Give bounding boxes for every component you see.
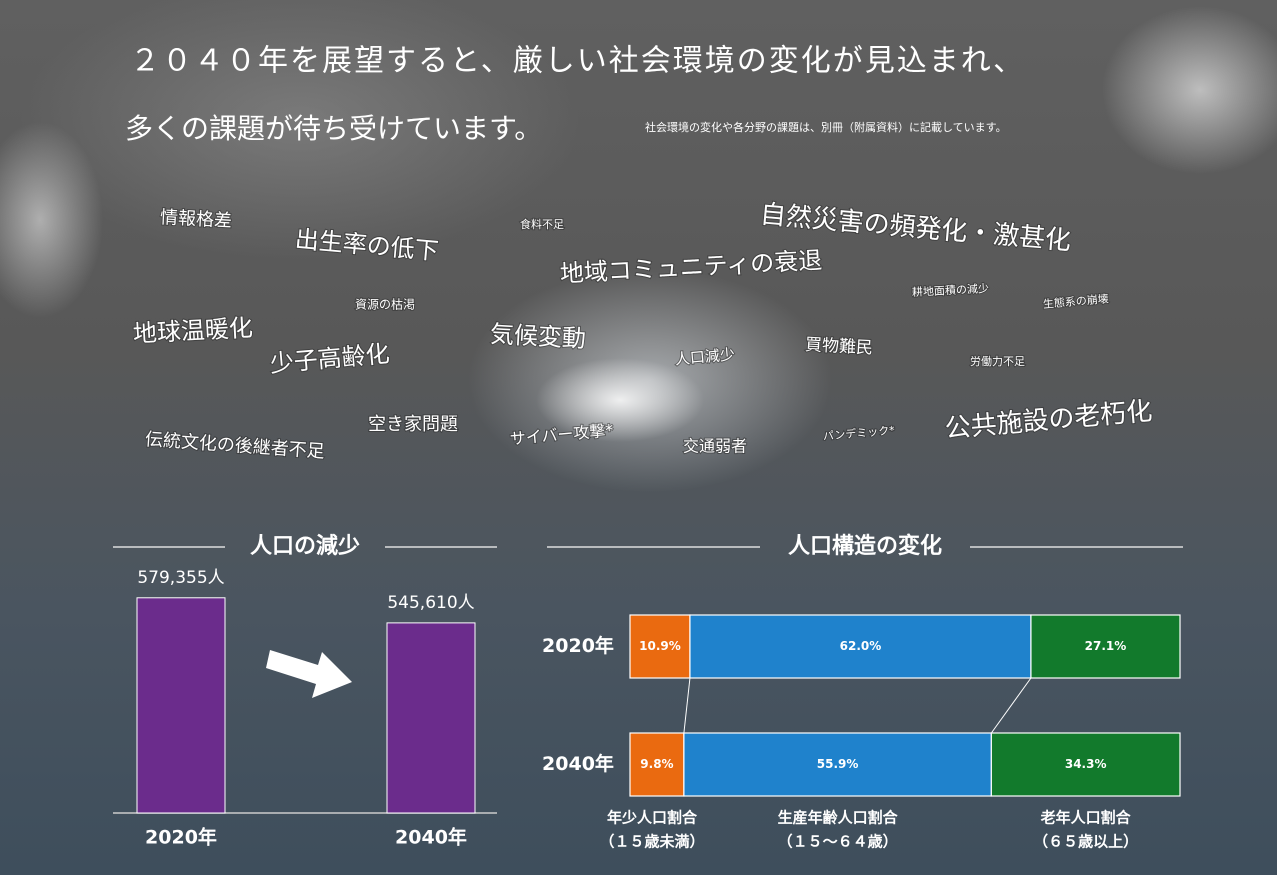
y-tick-label: 2040年 xyxy=(542,752,614,775)
infographic: ２０４０年を展望すると、厳しい社会環境の変化が見込まれ、 多くの課題が待ち受けて… xyxy=(0,0,1277,875)
legend-label: 生産年齢人口割合 xyxy=(778,809,899,827)
bar xyxy=(387,623,475,813)
keyword: 公共施設の老朽化 xyxy=(944,396,1154,444)
title: 多くの課題が待ち受けています。 xyxy=(125,112,542,145)
keyword: 労働力不足 xyxy=(970,354,1025,368)
section-title: 人口構造の変化 xyxy=(788,533,942,559)
value-label: 10.9% xyxy=(639,639,681,653)
keyword: パンデミック* xyxy=(822,423,895,443)
connector xyxy=(684,678,690,733)
y-tick-label: 2020年 xyxy=(542,634,614,657)
title: ２０４０年を展望すると、厳しい社会環境の変化が見込まれ、 xyxy=(130,44,1025,79)
legend-note: （１５歳未満） xyxy=(599,833,704,851)
keyword: 伝統文化の後継者不足 xyxy=(144,429,325,463)
keyword: 耕地面積の減少 xyxy=(912,281,990,299)
legend-note: （６５歳以上） xyxy=(1033,833,1138,851)
value-label: 27.1% xyxy=(1085,639,1127,653)
bar xyxy=(137,598,225,813)
x-tick-label: 2020年 xyxy=(145,826,217,849)
keyword: 空き家問題 xyxy=(368,414,458,435)
note: 社会環境の変化や各分野の課題は、別冊（附属資料）に記載しています。 xyxy=(645,120,1007,134)
connector xyxy=(991,678,1031,733)
value-label: 62.0% xyxy=(840,639,882,653)
keyword: 生態系の崩壊 xyxy=(1042,291,1109,311)
value-label: 545,610人 xyxy=(387,593,474,613)
legend-label: 老年人口割合 xyxy=(1040,809,1132,827)
value-label: 55.9% xyxy=(817,757,859,771)
x-tick-label: 2040年 xyxy=(395,826,467,849)
keyword: 出生率の低下 xyxy=(294,225,440,265)
keyword: 交通弱者 xyxy=(683,437,747,456)
keyword: 地域コミュニティの衰退 xyxy=(559,246,823,288)
keyword: 資源の枯渇 xyxy=(355,297,415,312)
keyword: 買物難民 xyxy=(804,335,873,359)
value-label: 579,355人 xyxy=(137,568,224,588)
value-label: 34.3% xyxy=(1065,757,1107,771)
keyword: サイバー攻撃* xyxy=(509,421,614,449)
keyword: 地球温暖化 xyxy=(132,314,253,348)
arrow xyxy=(266,650,352,698)
keyword: 少子高齢化 xyxy=(269,340,391,378)
legend-note: （１５～６４歳） xyxy=(778,833,898,851)
keyword: 人口減少 xyxy=(674,345,735,368)
keyword: 情報格差 xyxy=(159,207,232,232)
value-label: 9.8% xyxy=(640,757,673,771)
keyword: 気候変動 xyxy=(489,320,586,353)
section-title: 人口の減少 xyxy=(250,534,360,559)
keyword: 食料不足 xyxy=(520,217,564,231)
legend-label: 年少人口割合 xyxy=(607,809,698,827)
